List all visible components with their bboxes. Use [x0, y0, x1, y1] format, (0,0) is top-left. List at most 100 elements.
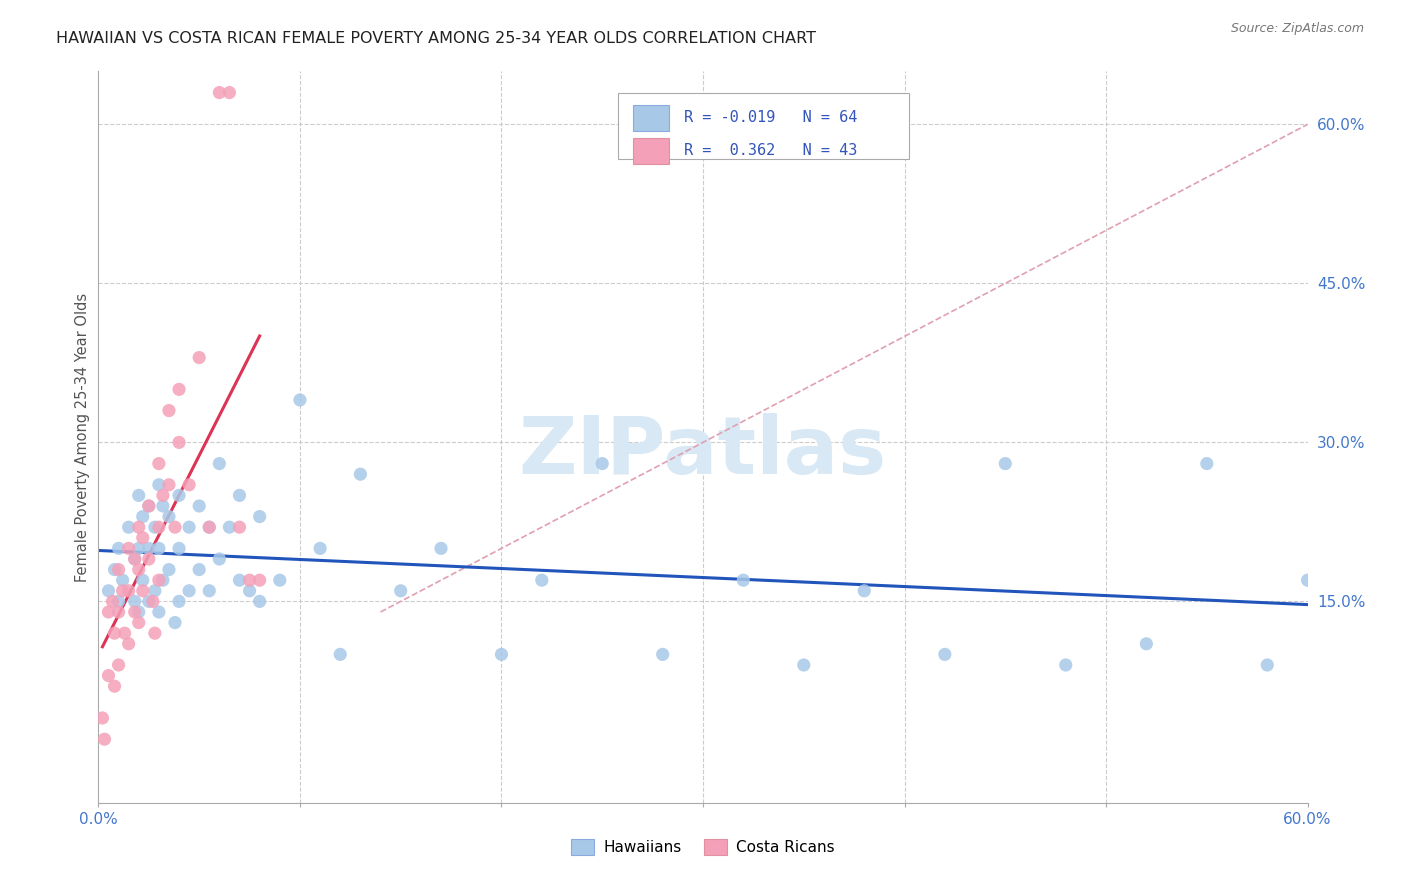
- Point: [138, 499, 160, 513]
- Point: [148, 520, 170, 534]
- Point: [138, 499, 160, 513]
- Point: [249, 509, 271, 524]
- Point: [198, 520, 221, 534]
- Point: [118, 541, 141, 556]
- Point: [124, 594, 146, 608]
- FancyBboxPatch shape: [633, 138, 669, 164]
- Point: [118, 583, 141, 598]
- Point: [107, 563, 129, 577]
- Point: [118, 637, 141, 651]
- Point: [228, 488, 250, 502]
- Point: [188, 563, 211, 577]
- Point: [208, 552, 231, 566]
- Point: [309, 541, 332, 556]
- FancyBboxPatch shape: [619, 94, 908, 159]
- Point: [107, 605, 129, 619]
- Point: [124, 552, 146, 566]
- Y-axis label: Female Poverty Among 25-34 Year Olds: Female Poverty Among 25-34 Year Olds: [75, 293, 90, 582]
- Point: [157, 509, 180, 524]
- Point: [239, 583, 262, 598]
- Point: [329, 648, 352, 662]
- Point: [651, 648, 673, 662]
- Point: [143, 583, 166, 598]
- Point: [152, 488, 174, 502]
- Point: [132, 531, 155, 545]
- Point: [163, 520, 186, 534]
- Point: [269, 573, 291, 587]
- Point: [179, 477, 201, 491]
- Point: [1195, 457, 1218, 471]
- Point: [167, 383, 190, 397]
- Point: [1296, 573, 1319, 587]
- Point: [124, 552, 146, 566]
- Point: [167, 541, 190, 556]
- Point: [152, 499, 174, 513]
- Point: [188, 499, 211, 513]
- Point: [143, 626, 166, 640]
- Point: [138, 594, 160, 608]
- Point: [118, 520, 141, 534]
- Text: R = -0.019   N = 64: R = -0.019 N = 64: [683, 111, 858, 126]
- Point: [128, 605, 150, 619]
- Point: [934, 648, 956, 662]
- Point: [163, 615, 186, 630]
- Point: [853, 583, 876, 598]
- Point: [148, 573, 170, 587]
- Point: [142, 594, 165, 608]
- Point: [111, 573, 134, 587]
- Point: [994, 457, 1017, 471]
- Point: [218, 86, 240, 100]
- Point: [128, 541, 150, 556]
- Point: [152, 573, 174, 587]
- Point: [101, 594, 124, 608]
- Point: [249, 594, 271, 608]
- Point: [249, 573, 271, 587]
- Point: [128, 520, 150, 534]
- Point: [111, 583, 134, 598]
- Point: [128, 615, 150, 630]
- Point: [167, 594, 190, 608]
- Point: [128, 563, 150, 577]
- Point: [1135, 637, 1157, 651]
- Point: [132, 509, 155, 524]
- Point: [128, 488, 150, 502]
- Text: ZIPatlas: ZIPatlas: [519, 413, 887, 491]
- Point: [157, 477, 180, 491]
- Point: [430, 541, 453, 556]
- Point: [179, 583, 201, 598]
- Point: [208, 86, 231, 100]
- Text: HAWAIIAN VS COSTA RICAN FEMALE POVERTY AMONG 25-34 YEAR OLDS CORRELATION CHART: HAWAIIAN VS COSTA RICAN FEMALE POVERTY A…: [56, 31, 817, 46]
- Point: [167, 488, 190, 502]
- Point: [591, 457, 613, 471]
- Point: [148, 457, 170, 471]
- Point: [167, 435, 190, 450]
- Point: [733, 573, 755, 587]
- Point: [1054, 658, 1077, 673]
- Point: [198, 583, 221, 598]
- Text: R =  0.362   N = 43: R = 0.362 N = 43: [683, 144, 858, 159]
- Point: [103, 679, 125, 693]
- Point: [288, 392, 311, 407]
- Point: [138, 552, 160, 566]
- Point: [138, 541, 160, 556]
- Text: Source: ZipAtlas.com: Source: ZipAtlas.com: [1230, 22, 1364, 36]
- Point: [97, 605, 120, 619]
- Point: [208, 457, 231, 471]
- Point: [97, 668, 120, 682]
- Point: [148, 541, 170, 556]
- Point: [107, 594, 129, 608]
- Point: [349, 467, 371, 482]
- Point: [103, 563, 125, 577]
- Point: [228, 520, 250, 534]
- Point: [132, 573, 155, 587]
- Point: [148, 605, 170, 619]
- Point: [239, 573, 262, 587]
- Point: [198, 520, 221, 534]
- Point: [491, 648, 513, 662]
- Point: [228, 573, 250, 587]
- Point: [91, 711, 114, 725]
- Point: [124, 605, 146, 619]
- Point: [1256, 658, 1278, 673]
- Point: [103, 626, 125, 640]
- Point: [93, 732, 115, 747]
